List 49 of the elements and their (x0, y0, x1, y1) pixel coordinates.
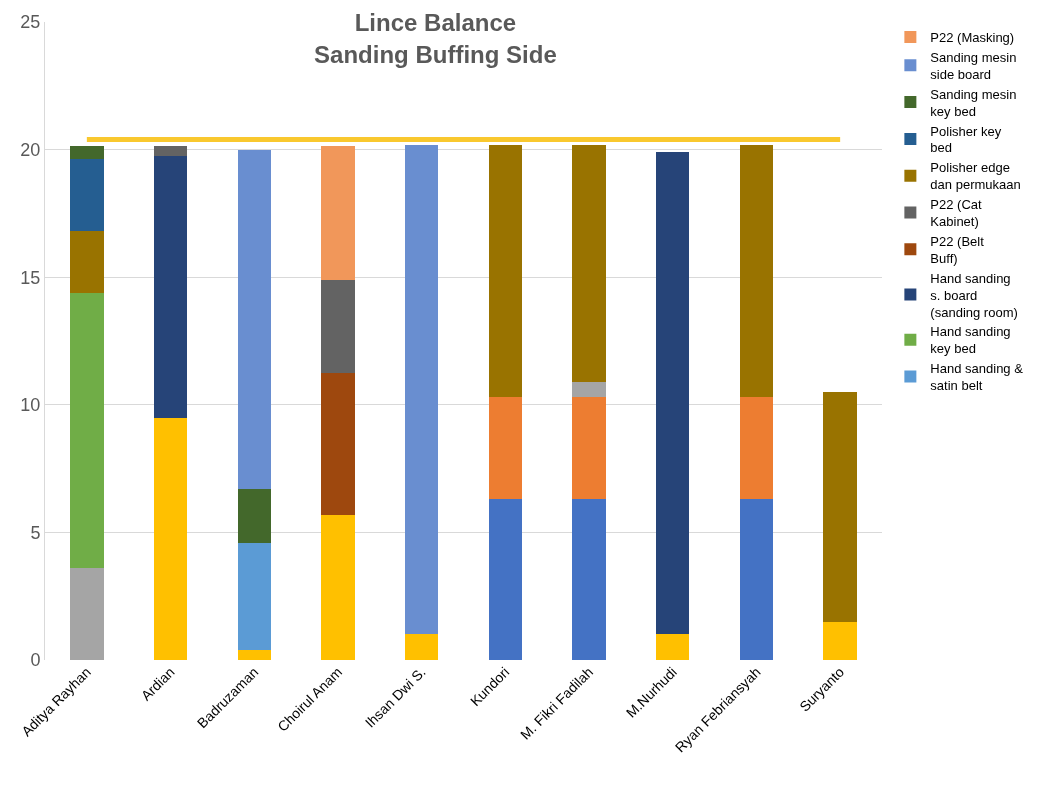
bar (572, 499, 606, 660)
bar (70, 568, 104, 660)
bar (70, 158, 104, 232)
y-tick-label: 20 (20, 139, 41, 160)
bar (404, 144, 439, 635)
legend-label: Hand sanding key bed (930, 324, 1011, 357)
legend-label: Hand sanding s. board (sanding room) (930, 270, 1018, 320)
y-tick-label: 0 (30, 650, 41, 671)
y-tick-label: 15 (20, 267, 41, 288)
bar (739, 499, 774, 660)
bar (572, 397, 606, 500)
y-tick-label: 10 (20, 395, 41, 416)
legend-label: P22 (Masking) (930, 30, 1015, 46)
bar (153, 417, 188, 660)
legend-label: Hand sanding & satin belt (930, 361, 1024, 394)
bar (321, 514, 355, 660)
legend-label: Polisher edge dan permukaan (930, 160, 1021, 193)
bar (321, 145, 355, 280)
bar (153, 155, 188, 418)
bar (70, 292, 104, 569)
y-tick-label: 25 (20, 12, 41, 33)
bar (70, 231, 104, 293)
bar (823, 621, 857, 660)
legend-label: P22 (Belt Buff) (930, 233, 985, 266)
legend-label: Sanding mesin side board (930, 49, 1017, 82)
legend-label: Polisher key bed (930, 123, 1002, 156)
y-tick-label: 5 (30, 522, 41, 543)
legend-label: P22 (Cat Kabinet) (930, 197, 983, 230)
bar (739, 144, 774, 398)
bar (237, 542, 271, 650)
bar (488, 397, 523, 500)
bar (153, 145, 188, 156)
bar (237, 149, 271, 490)
bar (488, 499, 523, 660)
legend-label: Sanding mesin key bed (930, 86, 1017, 119)
bar (321, 372, 355, 515)
bar (572, 381, 606, 398)
bar (739, 397, 774, 500)
bar (70, 145, 104, 159)
chart-title: Lince Balance Sanding Buffing Side (314, 9, 557, 68)
bar (237, 489, 271, 543)
bar (656, 634, 690, 660)
bar (823, 392, 857, 622)
bar (488, 144, 523, 398)
bar (572, 144, 606, 382)
bar (404, 634, 439, 660)
bar (656, 152, 690, 635)
bar (237, 649, 271, 660)
bar (321, 279, 355, 373)
